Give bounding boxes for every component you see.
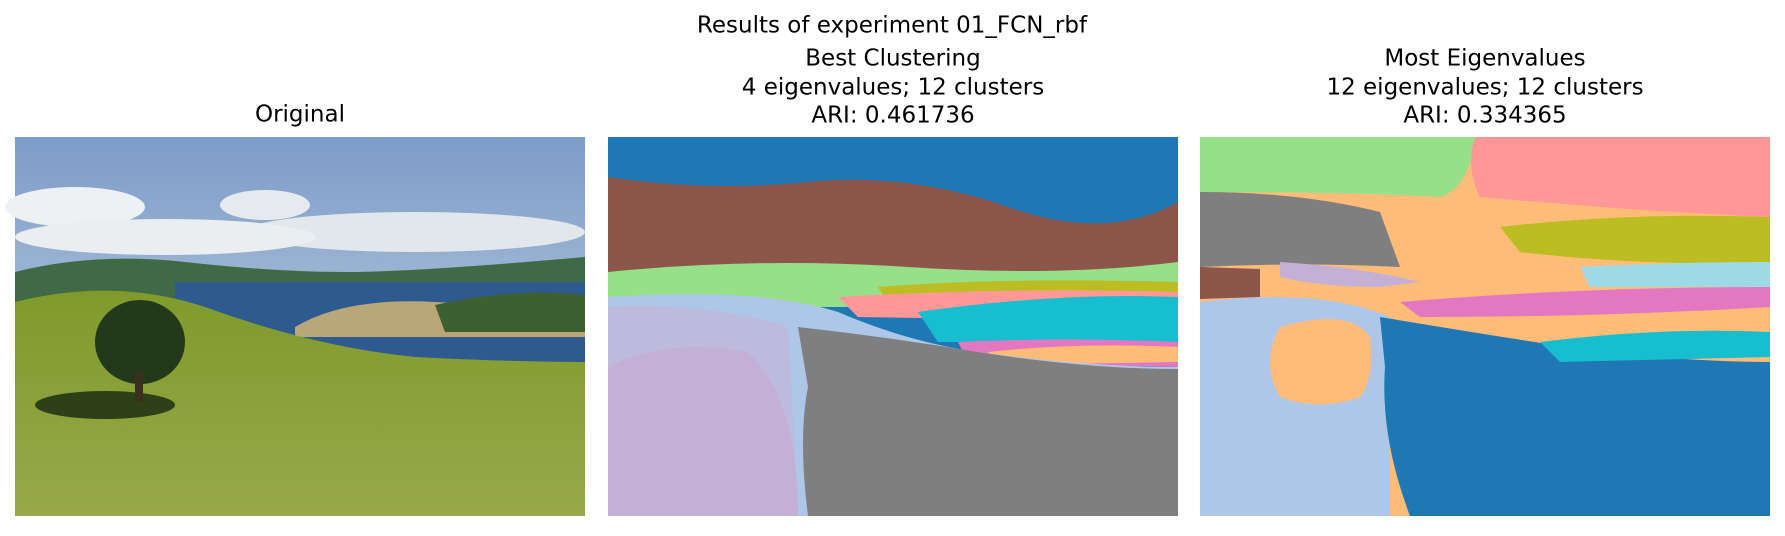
panel-subtitle: ARI: 0.461736: [811, 103, 974, 129]
panel-title: Best Clustering: [805, 46, 980, 72]
original-image: [5, 137, 585, 516]
panel-subtitle: 12 eigenvalues; 12 clusters: [1326, 75, 1643, 101]
panel-subtitle: 4 eigenvalues; 12 clusters: [742, 75, 1044, 101]
clustering-image: [608, 137, 1178, 516]
figure-title: Results of experiment 01_FCN_rbf: [697, 13, 1088, 39]
panel-title: Most Eigenvalues: [1384, 46, 1585, 72]
panel-subtitle: ARI: 0.334365: [1403, 103, 1566, 129]
eigenvalue-image: [1200, 137, 1770, 516]
panel-title: Original: [255, 102, 345, 128]
